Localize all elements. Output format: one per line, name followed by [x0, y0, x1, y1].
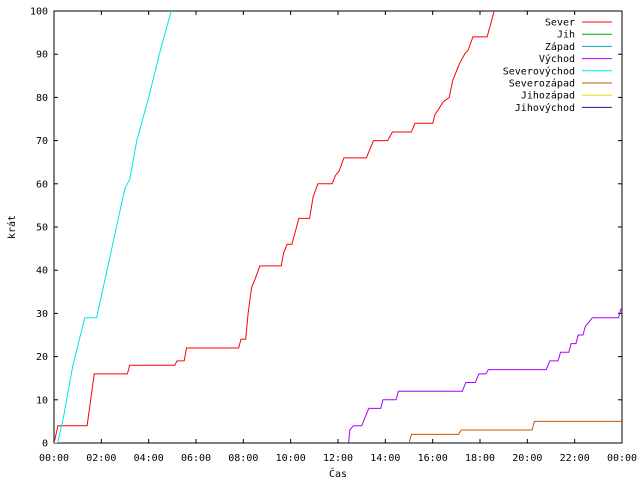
- legend-label-jihozapad: Jihozápad: [521, 90, 575, 102]
- y-tick-label: 70: [36, 136, 48, 147]
- legend-label-vychod: Východ: [539, 53, 575, 65]
- y-tick-label: 80: [36, 93, 48, 104]
- y-axis-label: krát: [6, 215, 18, 239]
- x-tick-label: 06:00: [181, 453, 211, 464]
- series-line-severovychod: [54, 11, 172, 443]
- y-tick-label: 40: [36, 266, 48, 277]
- x-tick-label: 10:00: [276, 453, 306, 464]
- series-line-sever: [54, 11, 495, 443]
- y-tick-label: 20: [36, 352, 48, 363]
- ticks-layer: 0 10 20 30 40 50 60 70 80 90 100 00:00 02:00 04:00 06:…: [30, 7, 637, 465]
- series-layer: [54, 11, 622, 443]
- y-tick-label: 0: [42, 439, 48, 450]
- legend-label-jih: Jih: [557, 30, 575, 41]
- x-tick-label: 14:00: [370, 453, 400, 464]
- legend-label-jihovychod: Jihovýchod: [515, 102, 575, 114]
- series-line-vychod: [348, 308, 622, 443]
- legend: SeverJihZápadVýchodSeverovýchodSeverozáp…: [503, 18, 612, 114]
- y-tick-label: 60: [36, 179, 48, 190]
- x-axis-label: Čas: [329, 467, 347, 480]
- legend-label-zapad: Západ: [545, 41, 575, 53]
- y-tick-label: 50: [36, 223, 48, 234]
- x-tick-label: 16:00: [418, 453, 448, 464]
- y-tick-label: 90: [36, 50, 48, 61]
- x-tick-label: 22:00: [560, 453, 590, 464]
- x-tick-label: 04:00: [134, 453, 164, 464]
- series-line-severozapad: [408, 420, 622, 443]
- legend-label-severovychod: Severovýchod: [503, 65, 575, 77]
- x-tick-label: 00:00: [607, 453, 637, 464]
- x-tick-label: 18:00: [465, 453, 495, 464]
- x-tick-label: 20:00: [512, 453, 542, 464]
- y-tick-label: 30: [36, 309, 48, 320]
- x-tick-label: 12:00: [323, 453, 353, 464]
- legend-label-severozapad: Severozápad: [509, 78, 575, 90]
- y-tick-label: 10: [36, 395, 48, 406]
- x-tick-label: 08:00: [228, 453, 258, 464]
- y-tick-label: 100: [30, 7, 48, 18]
- x-tick-label: 02:00: [86, 453, 116, 464]
- legend-label-sever: Sever: [545, 18, 575, 29]
- x-tick-label: 00:00: [39, 453, 69, 464]
